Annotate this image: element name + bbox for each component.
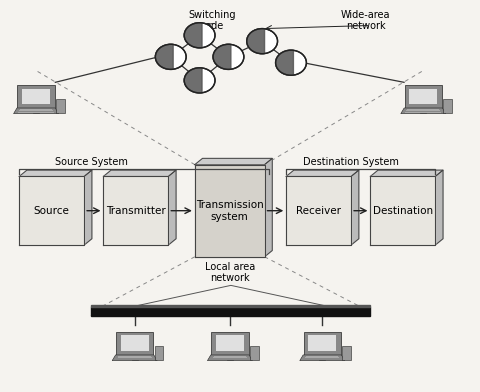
Polygon shape [370,176,434,245]
Circle shape [275,50,306,75]
Polygon shape [250,346,258,359]
Polygon shape [246,29,264,54]
Polygon shape [264,158,272,257]
Polygon shape [308,336,336,351]
Circle shape [155,44,186,69]
Text: Transmitter: Transmitter [106,206,166,216]
Polygon shape [184,68,202,93]
Polygon shape [112,355,157,361]
Polygon shape [91,305,370,307]
Polygon shape [405,110,440,111]
Polygon shape [443,99,451,113]
Polygon shape [103,176,168,245]
Circle shape [213,44,243,69]
Polygon shape [420,107,425,113]
Polygon shape [211,332,248,354]
Polygon shape [404,85,441,107]
Polygon shape [319,354,324,359]
Polygon shape [304,357,339,358]
Polygon shape [18,112,54,113]
Text: Destination System: Destination System [302,156,398,167]
Polygon shape [213,356,246,357]
Polygon shape [19,110,53,111]
Polygon shape [20,109,52,110]
Text: Source System: Source System [55,156,128,167]
Polygon shape [118,356,151,357]
Polygon shape [299,355,344,361]
Circle shape [184,68,215,93]
Polygon shape [286,176,350,245]
Polygon shape [406,109,439,110]
Polygon shape [212,357,247,358]
Polygon shape [168,170,176,245]
Polygon shape [342,346,350,359]
Polygon shape [17,85,55,107]
Polygon shape [103,170,176,176]
Polygon shape [117,357,152,358]
Polygon shape [400,108,445,114]
Polygon shape [132,354,137,359]
Polygon shape [120,336,148,351]
Polygon shape [350,170,358,245]
Polygon shape [155,346,163,359]
Polygon shape [91,307,370,316]
Polygon shape [286,170,358,176]
Polygon shape [19,176,84,245]
Circle shape [246,29,277,54]
Text: Local area
network: Local area network [204,262,254,283]
Polygon shape [155,44,173,69]
Polygon shape [194,165,264,257]
Polygon shape [116,332,153,354]
Polygon shape [84,170,92,245]
Polygon shape [305,356,338,357]
Polygon shape [56,99,65,113]
Polygon shape [22,89,50,104]
Polygon shape [13,108,59,114]
Polygon shape [213,44,230,69]
Polygon shape [207,355,252,361]
Polygon shape [33,107,39,113]
Polygon shape [275,50,293,75]
Text: Switching
node: Switching node [188,10,235,31]
Polygon shape [184,23,202,48]
Text: Receiver: Receiver [296,206,340,216]
Circle shape [184,23,215,48]
Text: Transmission
system: Transmission system [195,200,263,221]
Text: Wide-area
network: Wide-area network [340,10,389,31]
Text: Destination: Destination [372,206,432,216]
Polygon shape [227,354,232,359]
Polygon shape [405,112,440,113]
Polygon shape [370,170,442,176]
Polygon shape [19,170,92,176]
Polygon shape [194,158,272,165]
Polygon shape [216,336,243,351]
Polygon shape [408,89,436,104]
Text: Source: Source [34,206,70,216]
Polygon shape [434,170,442,245]
Polygon shape [303,332,340,354]
